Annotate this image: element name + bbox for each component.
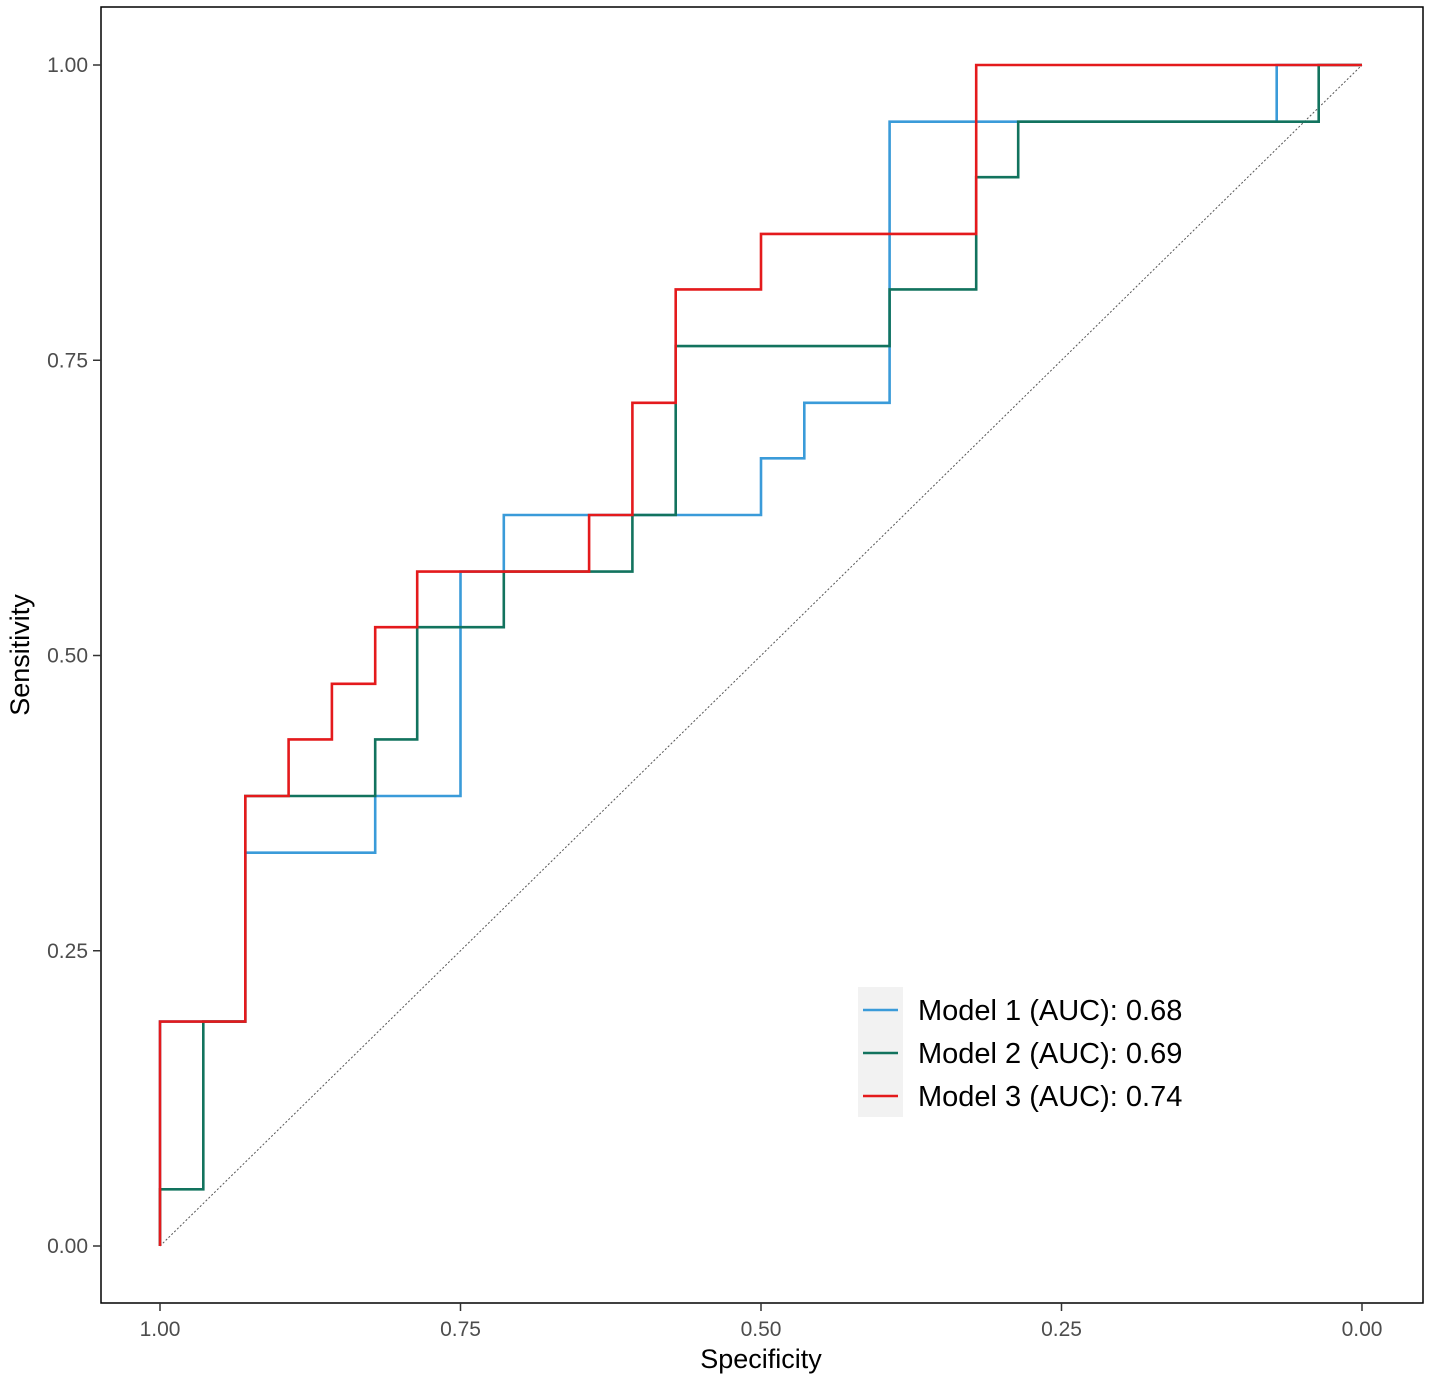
y-tick-label: 1.00 [47, 54, 88, 77]
y-tick-label: 0.25 [47, 940, 88, 963]
y-tick-label: 0.50 [47, 645, 88, 668]
plot-panel [100, 6, 1424, 1304]
y-axis-title: Sensitivity [5, 594, 35, 716]
series-layer [158, 63, 1362, 1246]
x-tick-label: 0.75 [440, 1318, 481, 1341]
x-axis-title: Specificity [700, 1344, 822, 1374]
legend: Model 1 (AUC): 0.68 Model 2 (AUC): 0.69 Mo… [858, 987, 1182, 1117]
x-tick-label: 0.50 [741, 1318, 782, 1341]
x-tick-label: 0.00 [1342, 1318, 1383, 1341]
legend-label-model-3: Model 3 (AUC): 0.74 [918, 1081, 1182, 1113]
x-tick-label: 1.00 [140, 1318, 181, 1341]
legend-label-model-2: Model 2 (AUC): 0.69 [918, 1038, 1182, 1070]
x-tick-label: 0.25 [1041, 1318, 1082, 1341]
legend-label-model-1: Model 1 (AUC): 0.68 [918, 995, 1182, 1027]
y-tick-label: 0.00 [47, 1235, 88, 1258]
reference-diagonal [159, 64, 1363, 1247]
series-line-model-3 [158, 63, 1362, 1246]
y-tick-label: 0.75 [47, 349, 88, 372]
y-axis: 0.00 0.25 0.50 0.75 1.00 [47, 54, 101, 1258]
x-axis: 1.00 0.75 0.50 0.25 0.00 [140, 1303, 1383, 1341]
